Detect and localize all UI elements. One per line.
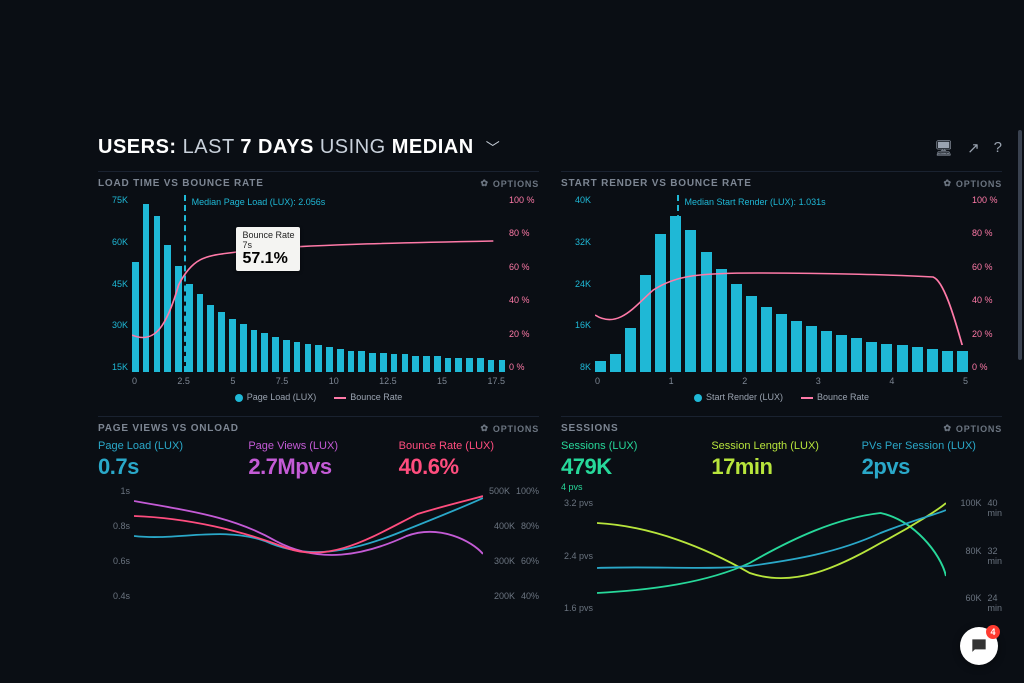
metric: Session Length (LUX)17min (711, 440, 851, 492)
tooltip: Bounce Rate 7s 57.1% (236, 227, 300, 271)
panel-start-render: START RENDER VS BOUNCE RATE ✿OPTIONS 40K… (561, 171, 1002, 402)
options-button[interactable]: ✿OPTIONS (481, 178, 539, 189)
panel-load-time: LOAD TIME VS BOUNCE RATE ✿OPTIONS 75K60K… (98, 171, 539, 402)
panel-title: LOAD TIME VS BOUNCE RATE (98, 178, 264, 189)
gear-icon: ✿ (481, 178, 489, 189)
metric: Sessions (LUX)479K4 pvs (561, 440, 701, 492)
header-title[interactable]: USERS: LAST 7 DAYS USING MEDIAN ﹀ (98, 136, 500, 159)
monitor-icon[interactable]: 🖥 (934, 139, 953, 157)
dashboard-header: USERS: LAST 7 DAYS USING MEDIAN ﹀ 🖥 ↗ ? (98, 130, 1002, 171)
chat-badge: 4 (986, 625, 1000, 639)
options-button[interactable]: ✿OPTIONS (944, 423, 1002, 434)
gear-icon: ✿ (481, 423, 489, 434)
legend: Start Render (LUX) Bounce Rate (561, 392, 1002, 402)
chevron-down-icon[interactable]: ﹀ (486, 140, 501, 156)
panel-title: SESSIONS (561, 423, 619, 434)
gear-icon: ✿ (944, 423, 952, 434)
metric: Page Views (LUX)2.7Mpvs (248, 440, 388, 480)
chat-widget[interactable]: 4 (960, 627, 998, 665)
options-button[interactable]: ✿OPTIONS (944, 178, 1002, 189)
share-icon[interactable]: ↗ (967, 139, 980, 157)
legend: Page Load (LUX) Bounce Rate (98, 392, 539, 402)
gear-icon: ✿ (944, 178, 952, 189)
chat-icon (969, 636, 989, 656)
metric: Page Load (LUX)0.7s (98, 440, 238, 480)
panel-title: PAGE VIEWS VS ONLOAD (98, 423, 239, 434)
panel-sessions: SESSIONS ✿OPTIONS Sessions (LUX)479K4 pv… (561, 416, 1002, 613)
chart-load-time: 75K60K45K30K15K 100 %80 %60 %40 %20 %0 %… (98, 195, 539, 390)
chart-sessions: 3.2 pvs2.4 pvs1.6 pvs 100K40 min80K32 mi… (561, 498, 1002, 613)
panel-title: START RENDER VS BOUNCE RATE (561, 178, 752, 189)
chart-page-views: 1s0.8s0.6s0.4s 500K100%400K80%300K60%200… (98, 486, 539, 601)
options-button[interactable]: ✿OPTIONS (481, 423, 539, 434)
chart-start-render: 40K32K24K16K8K 100 %80 %60 %40 %20 %0 % … (561, 195, 1002, 390)
metric: Bounce Rate (LUX)40.6% (399, 440, 539, 480)
scrollbar[interactable] (1018, 130, 1022, 360)
metric: PVs Per Session (LUX)2pvs (862, 440, 1002, 492)
panel-page-views: PAGE VIEWS VS ONLOAD ✿OPTIONS Page Load … (98, 416, 539, 613)
help-icon[interactable]: ? (994, 139, 1002, 157)
